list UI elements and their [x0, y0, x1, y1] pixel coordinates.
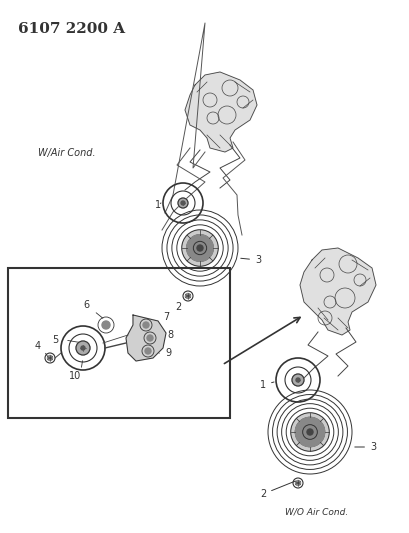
Text: 4: 4 — [35, 341, 41, 351]
Polygon shape — [299, 248, 375, 335]
Circle shape — [143, 322, 148, 328]
Circle shape — [47, 356, 52, 360]
Circle shape — [295, 378, 299, 382]
Circle shape — [147, 335, 153, 341]
Text: 1: 1 — [155, 200, 161, 210]
Circle shape — [145, 348, 151, 354]
Bar — [8, 268, 229, 418]
Circle shape — [290, 413, 328, 451]
Polygon shape — [126, 315, 166, 361]
Text: 9: 9 — [164, 348, 171, 358]
Circle shape — [102, 321, 110, 329]
Circle shape — [291, 374, 303, 386]
Circle shape — [81, 346, 85, 350]
Text: 2: 2 — [259, 481, 295, 499]
Text: 3: 3 — [354, 442, 375, 452]
Text: 6107 2200 A: 6107 2200 A — [18, 22, 125, 36]
Circle shape — [294, 417, 324, 447]
Text: 1: 1 — [259, 380, 273, 390]
Circle shape — [306, 429, 312, 435]
Text: 6: 6 — [83, 300, 89, 310]
Text: W/O Air Cond.: W/O Air Cond. — [284, 508, 347, 517]
Circle shape — [76, 341, 90, 355]
Text: 8: 8 — [166, 330, 173, 340]
Circle shape — [181, 230, 218, 266]
Circle shape — [186, 235, 213, 261]
Circle shape — [178, 198, 188, 208]
Polygon shape — [184, 72, 256, 152]
Text: 7: 7 — [162, 312, 169, 322]
Circle shape — [185, 294, 190, 298]
Circle shape — [180, 201, 184, 205]
Text: W/Air Cond.: W/Air Cond. — [38, 148, 95, 158]
Circle shape — [196, 245, 202, 251]
Text: 2: 2 — [175, 295, 186, 312]
Text: 10: 10 — [69, 371, 81, 381]
Text: 3: 3 — [240, 255, 261, 265]
Text: 5: 5 — [52, 335, 58, 345]
Circle shape — [295, 481, 300, 486]
